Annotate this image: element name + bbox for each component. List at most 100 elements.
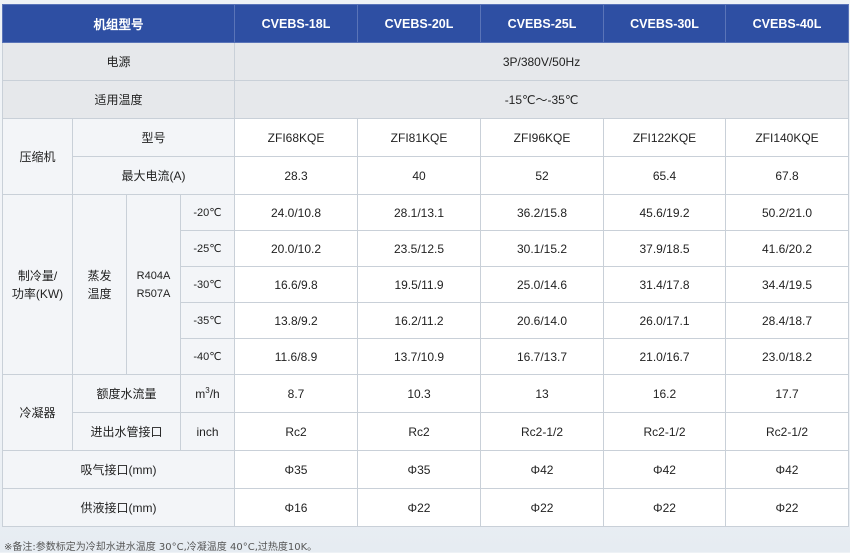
liquid-cell: Φ22	[480, 488, 605, 527]
compressor-current-row: 最大电流(A) 28.3 40 52 65.4 67.8	[3, 156, 850, 195]
pipe-cell: Rc2-1/2	[603, 412, 727, 451]
cooling-row: -30℃ 16.6/9.8 19.5/11.9 25.0/14.6 31.4/1…	[3, 266, 850, 303]
cooling-cell: 13.8/9.2	[234, 302, 359, 339]
compressor-model-row: 压缩机 型号 ZFI68KQE ZFI81KQE ZFI96KQE ZFI122…	[2, 118, 850, 195]
evap-label-line1: 蒸发	[87, 268, 112, 283]
liquid-cell: Φ22	[357, 488, 482, 527]
power-value: 3P/380V/50Hz	[234, 42, 850, 81]
header-model-5: CVEBS-40L	[725, 4, 850, 43]
suction-cell: Φ35	[357, 450, 482, 489]
cooling-cell: 16.6/9.8	[234, 266, 359, 303]
compressor-model-cell: ZFI81KQE	[357, 118, 482, 157]
suction-row: 吸气接口(mm) Φ35 Φ35 Φ42 Φ42 Φ42	[1, 450, 850, 489]
compressor-model-cell: ZFI140KQE	[725, 118, 850, 157]
liquid-row: 供液接口(mm) Φ16 Φ22 Φ22 Φ22 Φ22	[1, 488, 850, 527]
compressor-model-cell: ZFI96KQE	[480, 118, 605, 157]
temp-range-label: 适用温度	[1, 80, 236, 119]
pipe-unit: inch	[179, 412, 236, 451]
pipe-cell: Rc2-1/2	[725, 412, 850, 451]
compressor-model-cell: ZFI68KQE	[234, 118, 359, 157]
cooling-cell: 28.1/13.1	[357, 194, 482, 231]
liquid-cell: Φ16	[234, 488, 359, 527]
cooling-cell: 16.2/11.2	[357, 302, 482, 339]
header-model-3: CVEBS-25L	[480, 4, 605, 43]
flow-cell: 13	[480, 374, 605, 413]
cooling-cell: 30.1/15.2	[480, 230, 605, 267]
power-row: 电源 3P/380V/50Hz	[1, 42, 850, 81]
pipe-cell: Rc2	[357, 412, 482, 451]
suction-cell: Φ42	[725, 450, 850, 489]
suction-cell: Φ42	[480, 450, 605, 489]
flow-cell: 10.3	[357, 374, 482, 413]
flow-cell: 8.7	[234, 374, 359, 413]
condenser-pipe-row: 进出水管接口 inch Rc2 Rc2 Rc2-1/2 Rc2-1/2 Rc2-…	[3, 412, 850, 451]
evap-temp-cell: -40℃	[179, 338, 236, 375]
cooling-row: -25℃ 20.0/10.2 23.5/12.5 30.1/15.2 37.9/…	[3, 230, 850, 267]
current-cell: 52	[480, 156, 605, 195]
current-cell: 28.3	[234, 156, 359, 195]
spec-table: 机组型号 CVEBS-18L CVEBS-20L CVEBS-25L CVEBS…	[1, 4, 850, 527]
pipe-cell: Rc2	[234, 412, 359, 451]
compressor-model-label: 型号	[71, 118, 236, 157]
cooling-cell: 16.7/13.7	[480, 338, 605, 375]
cooling-cell: 26.0/17.1	[603, 302, 727, 339]
current-cell: 40	[357, 156, 482, 195]
cooling-cell: 24.0/10.8	[234, 194, 359, 231]
cooling-cell: 25.0/14.6	[480, 266, 605, 303]
compressor-current-label: 最大电流(A)	[71, 156, 236, 195]
flow-cell: 17.7	[725, 374, 850, 413]
evap-temp-cell: -30℃	[179, 266, 236, 303]
liquid-cell: Φ22	[603, 488, 727, 527]
evap-temp-cell: -20℃	[179, 194, 236, 231]
suction-label: 吸气接口(mm)	[1, 450, 236, 489]
cooling-cell: 20.0/10.2	[234, 230, 359, 267]
cooling-label-line2: 功率(KW)	[11, 286, 64, 301]
cooling-cell: 31.4/17.8	[603, 266, 727, 303]
cooling-cell: 28.4/18.7	[725, 302, 850, 339]
flow-unit-base: m	[195, 387, 206, 401]
compressor-model-cell: ZFI122KQE	[603, 118, 727, 157]
condenser-flow-label: 额度水流量	[72, 374, 181, 413]
condenser-pipe-label: 进出水管接口	[72, 412, 181, 451]
flow-cell: 16.2	[603, 374, 727, 413]
current-cell: 65.4	[603, 156, 727, 195]
flow-unit-sup: 3	[205, 386, 210, 395]
cooling-label-line1: 制冷量/	[17, 268, 58, 283]
cooling-label: 制冷量/ 功率(KW)	[2, 194, 73, 375]
cooling-row: -35℃ 13.8/9.2 16.2/11.2 20.6/14.0 26.0/1…	[3, 302, 850, 339]
cooling-cell: 23.5/12.5	[357, 230, 482, 267]
cooling-cell: 11.6/8.9	[234, 338, 359, 375]
flow-unit: m3/h	[179, 374, 236, 413]
evap-temp-cell: -35℃	[179, 302, 236, 339]
cooling-cell: 45.6/19.2	[603, 194, 727, 231]
header-model-label: 机组型号	[1, 4, 236, 43]
header-model-4: CVEBS-30L	[603, 4, 727, 43]
suction-cell: Φ42	[603, 450, 727, 489]
header-row: 机组型号 CVEBS-18L CVEBS-20L CVEBS-25L CVEBS…	[1, 4, 850, 43]
cooling-cell: 13.7/10.9	[357, 338, 482, 375]
condenser-label: 冷凝器	[2, 374, 73, 451]
cooling-cell: 21.0/16.7	[603, 338, 727, 375]
evap-temp-cell: -25℃	[179, 230, 236, 267]
cooling-row: -40℃ 11.6/8.9 13.7/10.9 16.7/13.7 21.0/1…	[3, 338, 850, 375]
refrigerant-line2: R507A	[136, 287, 171, 300]
cooling-cell: 37.9/18.5	[603, 230, 727, 267]
suction-cell: Φ35	[234, 450, 359, 489]
pipe-cell: Rc2-1/2	[480, 412, 605, 451]
cooling-cell: 50.2/21.0	[725, 194, 850, 231]
cooling-cell: 23.0/18.2	[725, 338, 850, 375]
current-cell: 67.8	[725, 156, 850, 195]
flow-unit-tail: /h	[209, 387, 220, 401]
cooling-cell: 41.6/20.2	[725, 230, 850, 267]
cooling-cell: 20.6/14.0	[480, 302, 605, 339]
cooling-cell: 36.2/15.8	[480, 194, 605, 231]
cooling-cell: 34.4/19.5	[725, 266, 850, 303]
evap-temp-label: 蒸发 温度	[72, 194, 127, 375]
power-label: 电源	[1, 42, 236, 81]
liquid-label: 供液接口(mm)	[1, 488, 236, 527]
refrigerant-line1: R404A	[136, 269, 171, 282]
footnote: ※备注:参数标定为冷却水进水温度 30°C,冷凝温度 40°C,过热度10K。	[4, 542, 318, 553]
condenser-flow-row: 冷凝器 额度水流量 m3/h 8.7 10.3 13 16.2 17.7	[2, 374, 850, 451]
refrigerant-label: R404A R507A	[126, 194, 181, 375]
cooling-row: 制冷量/ 功率(KW) 蒸发 温度 R404A R507A -20℃ 24.0/…	[2, 194, 850, 375]
